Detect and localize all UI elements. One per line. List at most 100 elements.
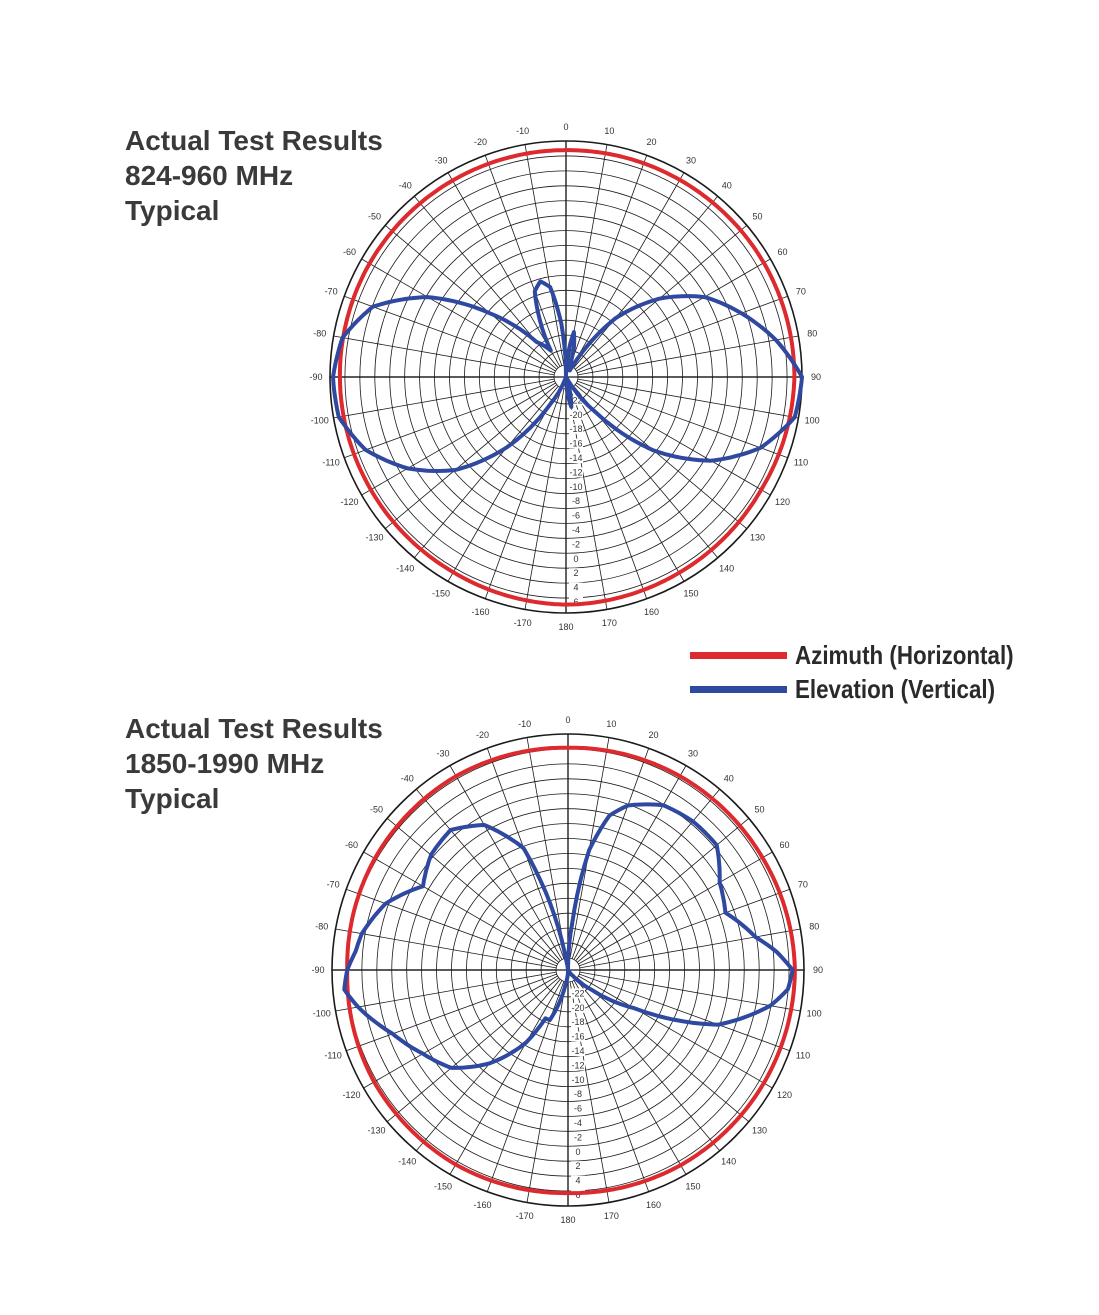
angle-tick-label: 60 [779, 840, 789, 850]
grid-spoke [346, 973, 557, 1052]
grid-spoke [579, 971, 801, 1012]
angle-tick-label: 70 [796, 286, 806, 296]
radial-tick-label: -16 [569, 439, 582, 449]
angle-tick-label: -10 [516, 126, 529, 136]
grid-spoke [577, 380, 788, 459]
radial-tick-label-bg [569, 395, 583, 406]
grid-spoke [386, 817, 560, 963]
angle-tick-label: 80 [809, 922, 819, 932]
chart-2-title-line: Typical [125, 783, 220, 814]
angle-tick-label: 20 [648, 730, 658, 740]
radial-tick-label-bg [571, 1103, 585, 1114]
radial-tick-label: -18 [571, 1017, 584, 1027]
azimuth-series-line [337, 148, 797, 607]
grid-spoke [578, 975, 773, 1089]
radial-tick-label: -14 [569, 453, 582, 463]
grid-spoke [484, 155, 563, 366]
angle-tick-label: -130 [365, 533, 383, 543]
radial-tick-label-bg [569, 510, 583, 521]
angle-tick-label: -170 [516, 1211, 534, 1221]
grid-spoke [579, 888, 790, 967]
angle-tick-label: -170 [514, 618, 532, 628]
angle-tick-label: -140 [398, 1157, 416, 1167]
radial-tick-label-bg [571, 1161, 585, 1172]
angle-tick-label: 30 [688, 748, 698, 758]
grid-spoke [573, 765, 687, 960]
legend-label-azimuth: Azimuth (Horizontal) [795, 639, 1014, 670]
chart-1-title-line: Typical [125, 195, 220, 226]
grid-spoke [344, 380, 555, 459]
radial-tick-label-bg [569, 467, 583, 478]
legend-swatch-elevation [690, 685, 787, 693]
grid-spoke [484, 388, 563, 599]
radial-tick-label: -22 [571, 988, 584, 998]
radial-tick-label-bg [569, 438, 583, 449]
radial-tick-label: 0 [575, 1147, 580, 1157]
angle-tick-label: -60 [345, 840, 358, 850]
radial-tick-label: -6 [574, 1104, 582, 1114]
angle-tick-label: 110 [794, 458, 808, 468]
chart-2-title-line: Actual Test Results [125, 713, 383, 744]
radial-tick-label-bg [569, 568, 583, 579]
angle-tick-label: 130 [750, 533, 765, 543]
grid-spoke [576, 382, 771, 496]
grid-spoke [579, 973, 790, 1052]
grid-spoke [571, 172, 685, 367]
elevation-series-line [342, 802, 795, 1070]
angle-tick-label: 100 [805, 415, 820, 425]
grid-spoke [575, 788, 721, 962]
legend-label-elevation: Elevation (Vertical) [795, 673, 996, 704]
angle-tick-label: 140 [721, 1157, 736, 1167]
polar-grid [331, 733, 805, 1207]
grid-spoke [449, 765, 563, 960]
grid-spoke [384, 224, 558, 370]
angle-tick-label: -110 [324, 1051, 341, 1061]
angle-tick-label: 180 [558, 622, 573, 632]
angle-tick-label: -120 [340, 497, 358, 507]
angle-tick-label: 160 [644, 607, 659, 617]
angle-tick-label: 170 [602, 618, 617, 628]
angle-tick-label: -160 [471, 607, 489, 617]
grid-spoke [346, 888, 557, 967]
grid-spoke [575, 978, 721, 1152]
angle-tick-label: -30 [434, 155, 447, 165]
radial-tick-label: 6 [573, 597, 578, 607]
grid-spoke [526, 737, 567, 959]
grid-spoke [447, 387, 561, 582]
angle-tick-label: -160 [473, 1200, 491, 1210]
radial-tick-label: -22 [569, 395, 582, 405]
legend-item-elevation: Elevation (Vertical) [690, 672, 1049, 706]
radial-tick-label-bg [569, 409, 583, 420]
radial-tick-label-bg [569, 525, 583, 535]
angle-tick-label: 20 [646, 137, 656, 147]
radial-tick-label-bg [571, 1031, 585, 1042]
radial-tick-label: -8 [572, 496, 580, 506]
radial-tick-label: -20 [569, 410, 582, 420]
angle-tick-label: -100 [311, 415, 329, 425]
grid-spoke [573, 195, 719, 369]
angle-tick-label: 50 [755, 804, 765, 814]
grid-spoke [335, 928, 557, 969]
radial-tick-label-bg [569, 453, 583, 463]
radial-tick-label: 4 [575, 1176, 580, 1186]
grid-spoke [524, 388, 565, 610]
grid-spoke [573, 980, 687, 1175]
radial-tick-label: -20 [571, 1003, 584, 1013]
radial-tick-label-bg [569, 481, 583, 492]
grid-spoke [447, 172, 561, 367]
legend-item-azimuth: Azimuth (Horizontal) [690, 638, 1049, 672]
grid-spoke [524, 144, 565, 366]
grid-spoke [578, 851, 773, 965]
radial-tick-label: -14 [571, 1046, 584, 1056]
angle-tick-label: 70 [798, 879, 808, 889]
grid-spoke [526, 981, 567, 1203]
angle-tick-label: -100 [313, 1008, 331, 1018]
grid-spoke [571, 387, 685, 582]
angle-tick-label: 90 [813, 965, 823, 975]
grid-spoke [386, 977, 560, 1123]
angle-tick-label: 100 [807, 1008, 822, 1018]
grid-spoke [344, 295, 555, 374]
angle-tick-label: -70 [327, 879, 340, 889]
legend-swatch-azimuth [690, 651, 787, 659]
radial-tick-label-bg [569, 553, 583, 564]
